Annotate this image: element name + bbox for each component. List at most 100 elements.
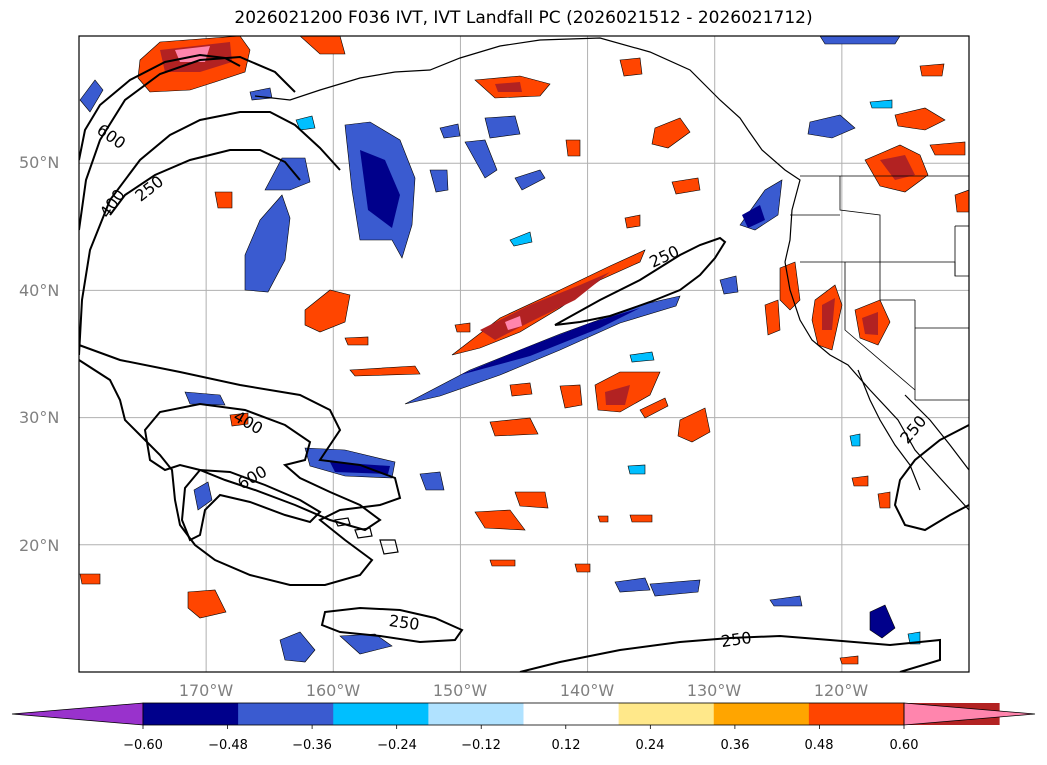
- pos-blob-main-ar-peak: [505, 316, 522, 330]
- neg-blob-e2: [629, 351, 655, 363]
- contour-250-s: [320, 606, 464, 644]
- pos-blob-n10: [229, 412, 249, 427]
- pos-blob-nw2: [894, 107, 946, 131]
- state-line-1: [839, 176, 881, 262]
- colorbar-swatch: [808, 703, 905, 725]
- pos-blob-s4: [629, 514, 653, 523]
- neg-blob-e8: [295, 115, 316, 131]
- pos-blob-mid: [349, 365, 421, 377]
- pos-blob-se1-core: [605, 385, 630, 405]
- contour-600-south: [180, 468, 322, 542]
- pos-blob-se5: [509, 382, 533, 397]
- state-line-5: [879, 262, 915, 301]
- contour-250-nw: [79, 111, 341, 356]
- baja: [857, 369, 921, 491]
- bc-coast: [747, 129, 801, 263]
- pos-blob-s1: [474, 509, 526, 531]
- colorbar-tick-label: −0.60: [123, 738, 163, 753]
- pos-blob-n14: [344, 336, 369, 346]
- pos-blob-nw3: [929, 141, 966, 156]
- pos-blob-n17: [597, 515, 609, 523]
- pos-blob-s2: [514, 491, 549, 509]
- negative-anomaly-areas: [79, 36, 921, 663]
- lat-tick-30: 30°N: [19, 408, 60, 427]
- neg-blob-s4: [649, 579, 701, 597]
- lon-tick-140w: 140°W: [559, 681, 615, 700]
- contour-label: 250: [387, 610, 421, 635]
- pos-blob-ca4: [764, 299, 781, 336]
- colorbar-swatch: [523, 703, 620, 725]
- lat-tick-20: 20°N: [19, 536, 60, 555]
- neg-blob-ne1: [807, 114, 856, 139]
- neg-blob-wa: [742, 205, 765, 228]
- map-frame: [78, 35, 970, 673]
- pos-blob-n9: [79, 573, 101, 585]
- pos-blob-n6: [565, 139, 581, 157]
- neg-blob-e3: [849, 433, 861, 447]
- neg-blob-e7: [869, 99, 893, 109]
- contour-250-south: [79, 344, 402, 586]
- contour-250-inner: [109, 149, 301, 216]
- colorbar-swatch: [618, 703, 715, 725]
- colorbar-swatch: [428, 703, 524, 725]
- pos-blob-n2: [651, 117, 691, 149]
- contour-250-ar: [554, 236, 727, 326]
- pos-blob-n3: [671, 177, 701, 195]
- pos-blob-se6: [559, 384, 583, 409]
- pos-blob-n15: [489, 559, 516, 567]
- contour-250-s2: [519, 634, 941, 672]
- neg-blob-s1: [279, 631, 316, 663]
- colorbar-swatch: [713, 703, 810, 725]
- lon-tick-120w: 120°W: [813, 681, 869, 700]
- hawaii-2: [354, 527, 373, 539]
- alaska-coast: [254, 37, 749, 131]
- colorbar-tick-label: 0.24: [635, 738, 665, 753]
- neg-blob-e1: [719, 275, 739, 295]
- neg-blob-sm1: [184, 391, 226, 406]
- colorbar-tick-label: 0.36: [720, 738, 750, 753]
- pos-blob-top2: [299, 36, 346, 55]
- pos-blob-n11: [877, 491, 891, 509]
- colorbar-tick-label: −0.24: [377, 738, 417, 753]
- colorbar-frame: [142, 702, 905, 726]
- neg-blob-w: [244, 194, 291, 293]
- colorbar-tick-label: −0.36: [292, 738, 332, 753]
- colorbar-tick-label: 0.48: [804, 738, 834, 753]
- positive-anomaly-areas: [79, 36, 969, 665]
- colorbar: [11, 702, 1036, 729]
- pos-blob-n12: [851, 475, 869, 487]
- colorbar-tick-label: −0.12: [461, 738, 501, 753]
- lat-tick-40: 40°N: [19, 281, 60, 300]
- colorbar-tick-label: −0.48: [208, 738, 248, 753]
- gridlines: [79, 36, 969, 672]
- contour-400-south: [143, 402, 382, 532]
- borders: [790, 175, 969, 401]
- lon-tick-170w: 170°W: [178, 681, 234, 700]
- lon-tick-130w: 130°W: [686, 681, 742, 700]
- colorbar-swatch: [333, 703, 429, 725]
- neg-blob-top: [819, 36, 901, 45]
- lon-tick-150w: 150°W: [432, 681, 488, 700]
- neg-blob-ne2: [484, 115, 521, 139]
- pos-blob-se3: [639, 397, 669, 419]
- pos-blob-se2: [677, 407, 711, 443]
- pos-blob-n13: [454, 322, 471, 333]
- hawaii-1: [334, 517, 351, 527]
- colorbar-extend-min: [11, 702, 144, 726]
- pos-blob-n16: [574, 563, 591, 573]
- neg-blob-ne7: [439, 123, 461, 139]
- lon-tick-160w: 160°W: [305, 681, 361, 700]
- neg-blob-w2: [264, 157, 311, 191]
- contour-400-nw: [79, 55, 296, 231]
- coastlines: [254, 37, 969, 555]
- pos-blob-n8: [214, 191, 233, 209]
- chart-title: 2026021200 F036 IVT, IVT Landfall PC (20…: [234, 8, 813, 28]
- neg-blob-s3: [614, 577, 651, 593]
- neg-blob-sm2: [193, 481, 213, 511]
- neg-blob-e6: [419, 471, 445, 491]
- neg-blob-s5: [769, 595, 803, 607]
- neg-blob-ne3: [464, 139, 498, 179]
- us-west-coast: [784, 261, 969, 511]
- pos-blob-ca2-core: [822, 298, 835, 330]
